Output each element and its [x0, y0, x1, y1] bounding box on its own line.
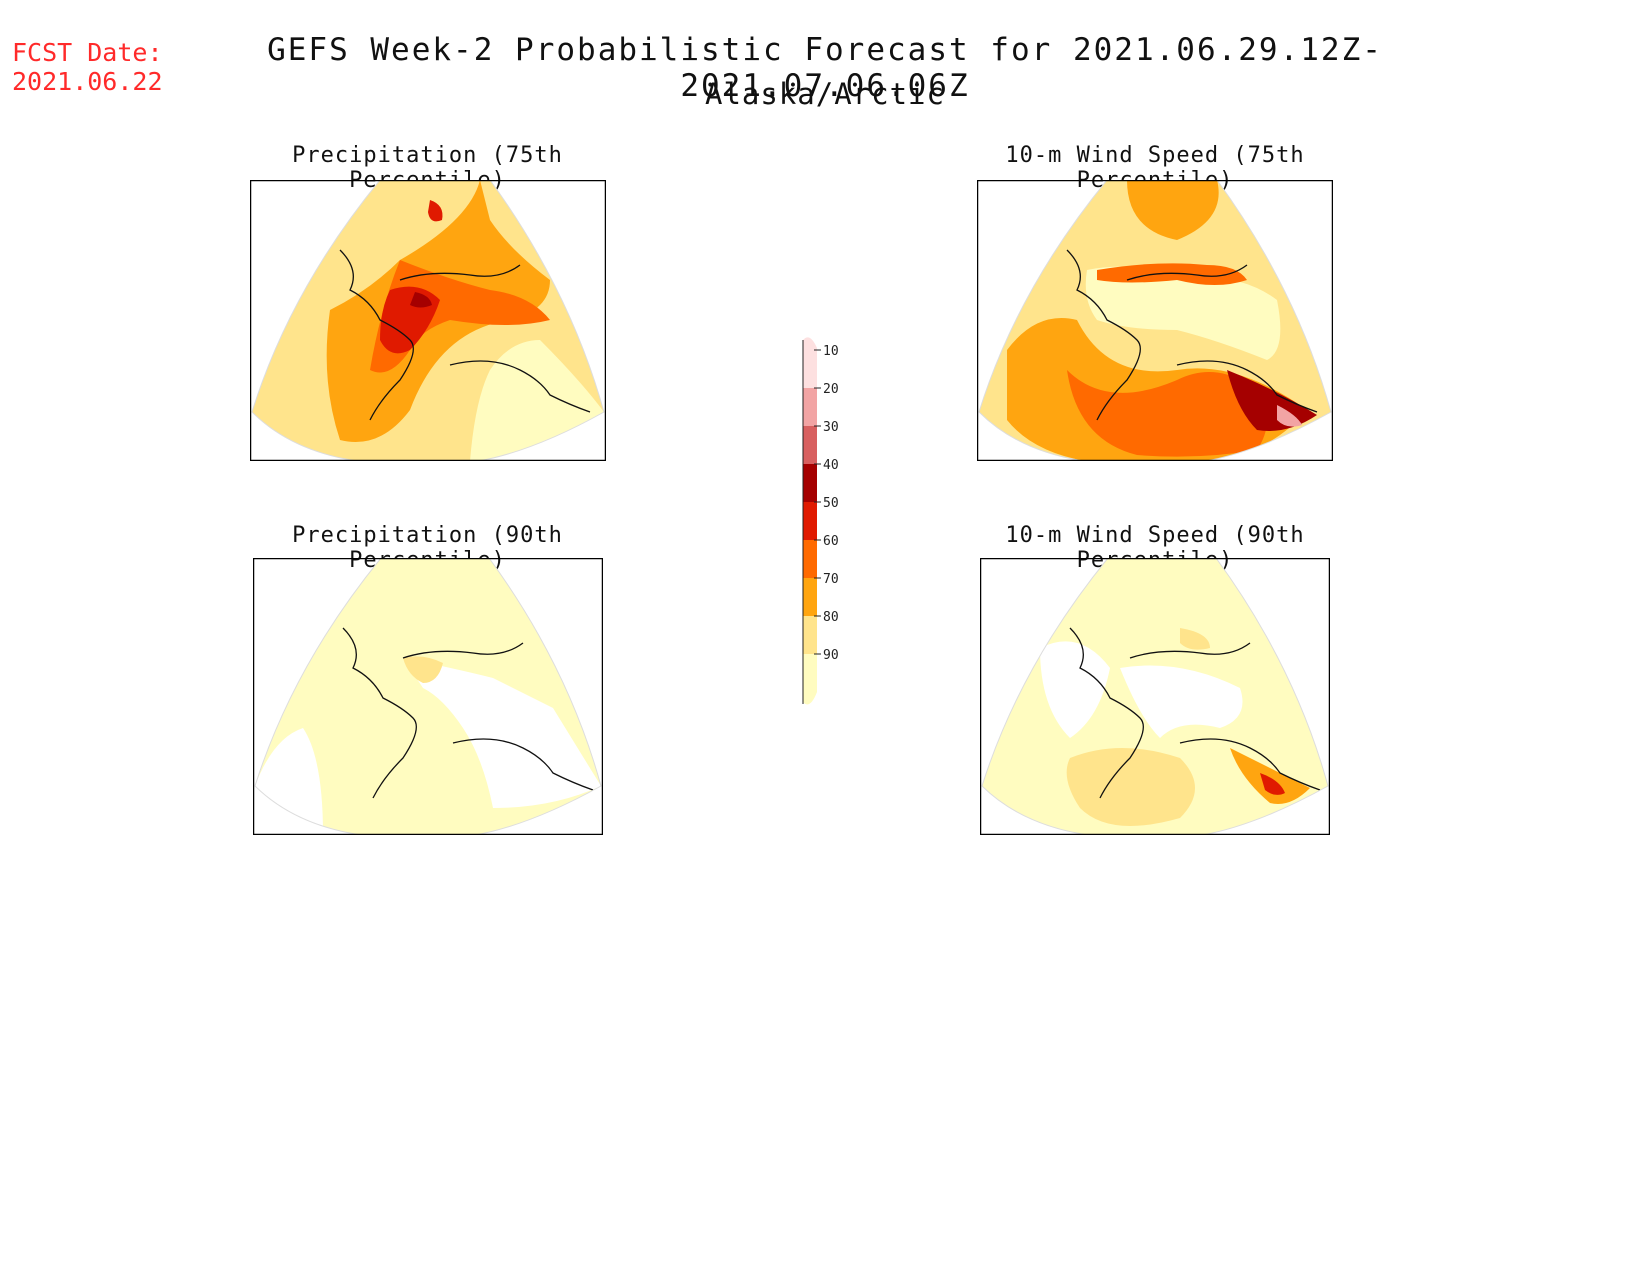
colorbar: 90 80 70 60 50 40 30 20 10 — [802, 337, 839, 705]
colorbar-tick-label: 80 — [823, 610, 839, 625]
map-panel-wind75 — [977, 180, 1333, 461]
colorbar-legend: 90 80 70 60 50 40 30 20 10 — [800, 330, 860, 714]
colorbar-bottom-cap — [803, 692, 817, 705]
colorbar-swatch — [803, 350, 817, 388]
colorbar-swatch — [803, 388, 817, 426]
colorbar-tick-label: 40 — [823, 458, 839, 473]
region-subtitle: Alaska/Arctic — [705, 77, 945, 111]
colorbar-top-cap — [803, 337, 817, 350]
colorbar-swatch — [803, 654, 817, 692]
colorbar-tick-label: 50 — [823, 496, 839, 511]
coastline-icon — [1069, 627, 1321, 799]
map-panel-precip75 — [250, 180, 606, 461]
page-title: GEFS Week-2 Probabilistic Forecast for 2… — [267, 32, 1383, 104]
map-panel-precip90 — [253, 558, 603, 835]
coastline-icon — [339, 249, 591, 421]
colorbar-tick-label: 60 — [823, 534, 839, 549]
colorbar-swatch — [803, 578, 817, 616]
colorbar-swatch — [803, 464, 817, 502]
forecast-date-block: FCST Date: 2021.06.22 — [12, 38, 163, 96]
colorbar-swatch — [803, 502, 817, 540]
colorbar-swatch — [803, 426, 817, 464]
colorbar-tick-label: 30 — [823, 420, 839, 435]
coastline-icon — [1066, 249, 1318, 421]
colorbar-swatch — [803, 540, 817, 578]
colorbar-tick-label: 20 — [823, 382, 839, 397]
forecast-date-value: 2021.06.22 — [12, 67, 163, 96]
colorbar-swatch — [803, 616, 817, 654]
forecast-date-label: FCST Date: — [12, 38, 163, 67]
map-panel-wind90 — [980, 558, 1330, 835]
coastline-icon — [342, 627, 594, 799]
colorbar-tick-label: 90 — [823, 648, 839, 663]
colorbar-tick-label: 10 — [823, 344, 839, 359]
colorbar-tick-label: 70 — [823, 572, 839, 587]
